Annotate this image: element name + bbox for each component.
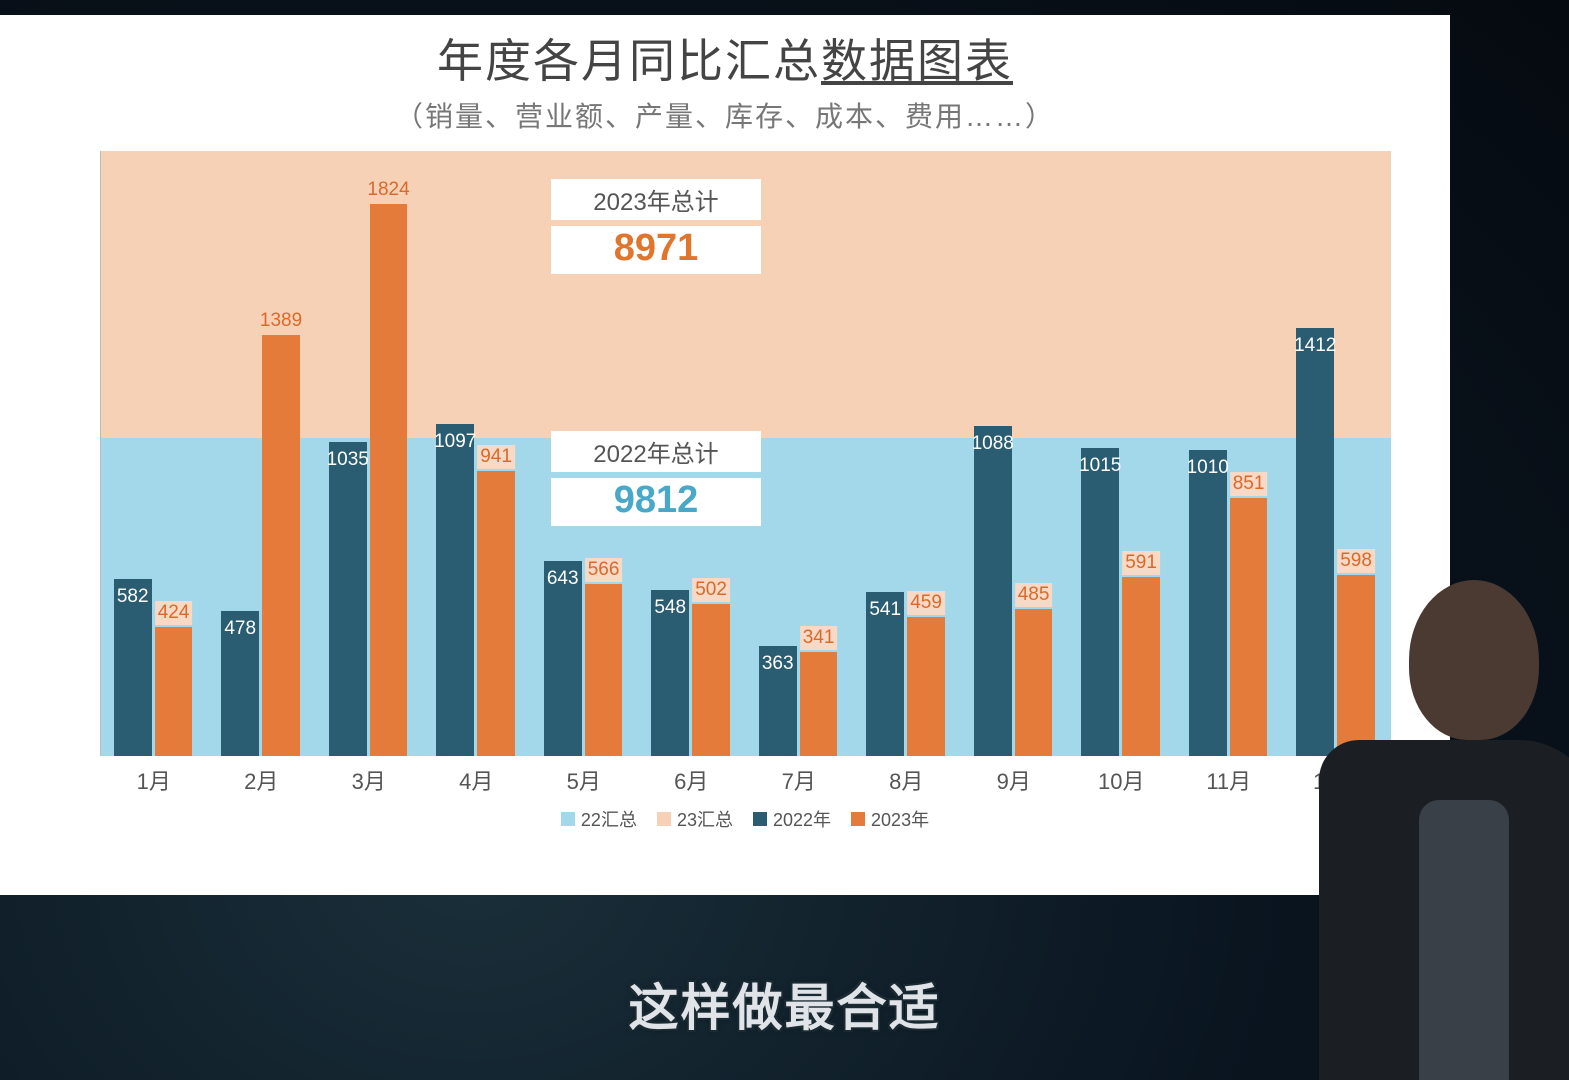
bar-2023: 485 (1015, 609, 1053, 756)
bar-2022-value: 478 (221, 617, 259, 641)
x-tick: 8月 (853, 764, 961, 796)
bar-2023: 598 (1337, 575, 1375, 756)
x-tick: 11月 (1175, 764, 1283, 796)
legend: 22汇总 23汇总 2022年 2023年 (100, 806, 1390, 832)
legend-item: 2023年 (851, 806, 929, 832)
legend-swatch (657, 812, 671, 826)
bar-2022: 1015 (1081, 448, 1119, 755)
bar-2023: 1824 (370, 204, 408, 756)
bar-group: 10351824 (316, 151, 424, 756)
x-tick: 3月 (315, 764, 423, 796)
x-tick: 4月 (423, 764, 531, 796)
bar-2022-value: 363 (759, 652, 797, 676)
bar-2023-value: 1389 (257, 309, 305, 333)
bar-2022: 1412 (1296, 328, 1334, 755)
legend-label: 2023年 (871, 806, 929, 832)
x-axis: 1月2月3月4月5月6月7月8月9月10月11月12月 (100, 764, 1390, 796)
bar-2023: 459 (907, 617, 945, 756)
title-part-b-underlined: 数据图表 (821, 35, 1013, 87)
bar-2022: 643 (544, 561, 582, 756)
bar-2023: 566 (585, 584, 623, 755)
x-tick: 7月 (745, 764, 853, 796)
bar-2022-value: 643 (544, 567, 582, 591)
x-tick: 12月 (1283, 764, 1391, 796)
legend-label: 23汇总 (677, 806, 733, 832)
bar-2022: 1088 (974, 426, 1012, 755)
slide: 年度各月同比汇总数据图表 （销量、营业额、产量、库存、成本、费用……） 2023… (0, 15, 1450, 895)
bar-2022-value: 541 (866, 598, 904, 622)
bar-2022: 1010 (1189, 450, 1227, 756)
bar-2022-value: 1088 (969, 432, 1017, 456)
bar-2022-value: 1010 (1184, 456, 1232, 480)
legend-swatch (851, 812, 865, 826)
bar-2023-value: 1824 (364, 178, 412, 202)
bar-2023: 591 (1122, 577, 1160, 756)
bar-2023-value: 941 (477, 445, 515, 469)
bar-group: 541459 (854, 151, 962, 756)
bar-2023-value: 341 (800, 626, 838, 650)
legend-swatch (561, 812, 575, 826)
legend-swatch (753, 812, 767, 826)
bar-2023-value: 598 (1337, 549, 1375, 573)
bar-group: 1412598 (1284, 151, 1392, 756)
chart-subtitle: （销量、营业额、产量、库存、成本、费用……） (0, 95, 1450, 135)
x-tick: 5月 (530, 764, 638, 796)
bar-group: 363341 (746, 151, 854, 756)
bar-2022: 1035 (329, 442, 367, 755)
bar-2023-value: 424 (155, 601, 193, 625)
x-tick: 2月 (208, 764, 316, 796)
bar-2023: 502 (692, 604, 730, 756)
bar-2022-value: 548 (651, 596, 689, 620)
bar-2022: 478 (221, 611, 259, 756)
x-tick: 6月 (638, 764, 746, 796)
bar-2022-value: 1015 (1076, 454, 1124, 478)
bar-2022: 363 (759, 646, 797, 756)
x-tick: 10月 (1068, 764, 1176, 796)
bar-2022-value: 1035 (324, 448, 372, 472)
bar-group: 548502 (639, 151, 747, 756)
bar-group: 1015591 (1069, 151, 1177, 756)
bar-2022: 582 (114, 579, 152, 755)
legend-item: 22汇总 (561, 806, 637, 832)
chart-title: 年度各月同比汇总数据图表 (0, 33, 1450, 91)
chart: 2023年总计 8971 2022年总计 9812 58242447813891… (100, 151, 1390, 832)
bar-2023: 851 (1230, 498, 1268, 755)
bar-2023-value: 851 (1230, 472, 1268, 496)
bar-2023-value: 502 (692, 578, 730, 602)
legend-label: 22汇总 (581, 806, 637, 832)
bar-group: 1088485 (961, 151, 1069, 756)
bar-2023-value: 459 (907, 591, 945, 615)
bar-2023: 1389 (262, 335, 300, 755)
bar-2022: 541 (866, 592, 904, 756)
bar-2023: 341 (800, 652, 838, 755)
legend-item: 2022年 (753, 806, 831, 832)
bar-groups: 5824244781389103518241097941643566548502… (101, 151, 1391, 756)
legend-item: 23汇总 (657, 806, 733, 832)
bar-2022-value: 582 (114, 585, 152, 609)
bar-2023: 941 (477, 471, 515, 756)
bar-group: 582424 (101, 151, 209, 756)
bar-2023-value: 566 (585, 558, 623, 582)
bar-group: 1010851 (1176, 151, 1284, 756)
video-frame: 年度各月同比汇总数据图表 （销量、营业额、产量、库存、成本、费用……） 2023… (0, 0, 1569, 1080)
bar-2023-value: 485 (1015, 583, 1053, 607)
bar-2023-value: 591 (1122, 551, 1160, 575)
bar-2022-value: 1412 (1291, 334, 1339, 358)
bar-2023: 424 (155, 627, 193, 755)
x-tick: 1月 (100, 764, 208, 796)
bar-2022: 1097 (436, 424, 474, 756)
bar-group: 4781389 (209, 151, 317, 756)
plot-area: 2023年总计 8971 2022年总计 9812 58242447813891… (100, 151, 1391, 756)
subtitle-caption: 这样做最合适 (0, 968, 1569, 1040)
legend-label: 2022年 (773, 806, 831, 832)
bar-2022-value: 1097 (431, 430, 479, 454)
bar-2022: 548 (651, 590, 689, 756)
x-tick: 9月 (960, 764, 1068, 796)
bar-group: 643566 (531, 151, 639, 756)
title-part-a: 年度各月同比汇总 (437, 35, 821, 87)
bar-group: 1097941 (424, 151, 532, 756)
